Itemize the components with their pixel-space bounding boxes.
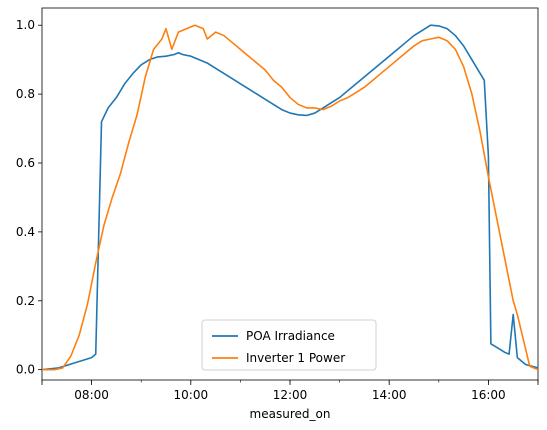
x-tick-label: 16:00 bbox=[471, 388, 506, 402]
y-tick-label: 1.0 bbox=[16, 18, 35, 32]
legend: POA Irradiance Inverter 1 Power bbox=[201, 319, 377, 371]
y-tick-label: 0.8 bbox=[16, 87, 35, 101]
x-axis-ticks: 08:00 10:00 12:00 14:00 16:00 bbox=[41, 380, 539, 402]
x-axis-label: measured_on bbox=[250, 407, 331, 421]
series-line-inverter-1-power bbox=[42, 24, 539, 371]
y-tick-label: 0.0 bbox=[16, 363, 35, 377]
y-axis-ticks: 0.0 0.2 0.4 0.6 0.8 1.0 bbox=[16, 18, 42, 377]
series-lines bbox=[41, 24, 539, 371]
legend-label-inverter: Inverter 1 Power bbox=[246, 351, 345, 365]
x-tick-label: 08:00 bbox=[74, 388, 109, 402]
legend-box bbox=[201, 319, 377, 371]
x-tick-label: 12:00 bbox=[273, 388, 308, 402]
legend-label-poa: POA Irradiance bbox=[246, 329, 335, 343]
y-tick-label: 0.6 bbox=[16, 156, 35, 170]
y-tick-label: 0.2 bbox=[16, 294, 35, 308]
y-tick-label: 0.4 bbox=[16, 225, 35, 239]
x-tick-label: 14:00 bbox=[372, 388, 407, 402]
x-tick-label: 10:00 bbox=[174, 388, 209, 402]
series-line-poa-irradiance bbox=[41, 24, 539, 371]
